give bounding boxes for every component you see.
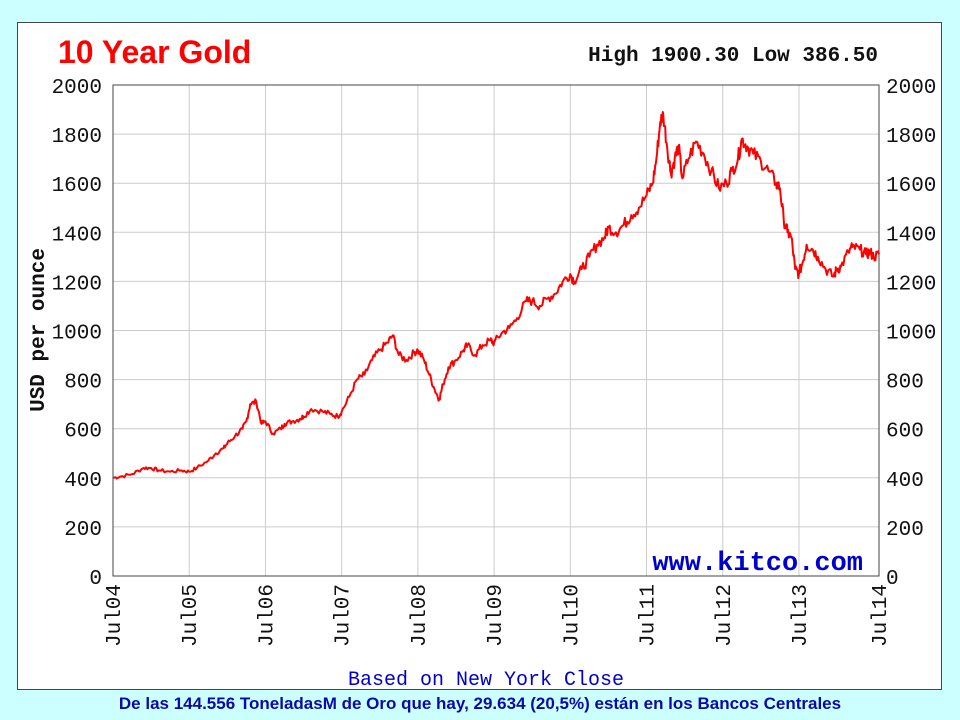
x-tick-label: Jul06: [256, 584, 279, 647]
x-tick-label: Jul14: [870, 584, 893, 647]
y-tick-label-right: 1200: [886, 273, 936, 296]
y-tick-label-left: 400: [64, 470, 102, 493]
chart-frame: 0 200 400 600 800 1000 1200 1400 1600 1800 2000 0 2…: [17, 22, 942, 691]
y-axis-label: USD per ounce: [28, 248, 51, 412]
x-tick-label: Jul11: [638, 584, 661, 647]
x-axis-label: Based on New York Close: [348, 669, 624, 691]
y-tick-label-left: 1600: [52, 175, 102, 198]
caption-text: De las 144.556 ToneladasM de Oro que hay…: [118, 694, 842, 713]
y-tick-label-right: 400: [886, 470, 924, 493]
y-tick-label-right: 1800: [886, 126, 936, 149]
y-tick-label-right: 1600: [886, 175, 936, 198]
y-tick-label-left: 800: [64, 372, 102, 395]
y-tick-label-left: 200: [64, 519, 102, 542]
kitco-watermark: www.kitco.com: [652, 549, 863, 579]
y-tick-label-left: 1200: [52, 273, 102, 296]
x-tick-label: Jul05: [180, 584, 203, 647]
chart-title: 10 Year Gold: [58, 34, 251, 70]
x-tick-label: Jul13: [790, 584, 813, 647]
x-tick-label: Jul07: [333, 584, 356, 647]
y-tick-label-left: 1400: [52, 224, 102, 247]
y-tick-label-right: 600: [886, 421, 924, 444]
x-tick-label: Jul12: [714, 584, 737, 647]
y-tick-label-left: 600: [64, 421, 102, 444]
y-tick-label-left: 1800: [52, 126, 102, 149]
y-tick-label-left: 1000: [52, 323, 102, 346]
y-tick-label-right: 2000: [886, 77, 936, 100]
y-tick-label-right: 800: [886, 372, 924, 395]
y-tick-label-left: 0: [89, 568, 102, 591]
x-axis: Jul04 Jul05 Jul06 Jul07 Jul08 Jul09 Jul10 Jul11…: [104, 584, 893, 647]
y-axis-left: 0 200 400 600 800 1000 1200 1400 1600 1800 2000: [52, 77, 102, 591]
gold-price-chart: 0 200 400 600 800 1000 1200 1400 1600 1800 2000 0 2…: [28, 34, 936, 691]
high-low-stats: High 1900.30 Low 386.50: [588, 45, 878, 68]
x-tick-label: Jul04: [104, 584, 127, 647]
series-line-gold-price: [112, 111, 880, 480]
x-tick-label: Jul09: [485, 584, 508, 647]
x-tick-label: Jul10: [561, 584, 584, 647]
y-tick-label-right: 1400: [886, 224, 936, 247]
y-tick-label-right: 1000: [886, 323, 936, 346]
y-axis-right: 0 200 400 600 800 1000 1200 1400 1600 1800 2000: [886, 77, 936, 591]
y-tick-label-right: 0: [886, 568, 899, 591]
y-tick-label-left: 2000: [52, 77, 102, 100]
plot-area-border: [112, 84, 880, 577]
x-tick-label: Jul08: [409, 584, 432, 647]
grid-lines: [112, 84, 880, 577]
y-tick-label-right: 200: [886, 519, 924, 542]
